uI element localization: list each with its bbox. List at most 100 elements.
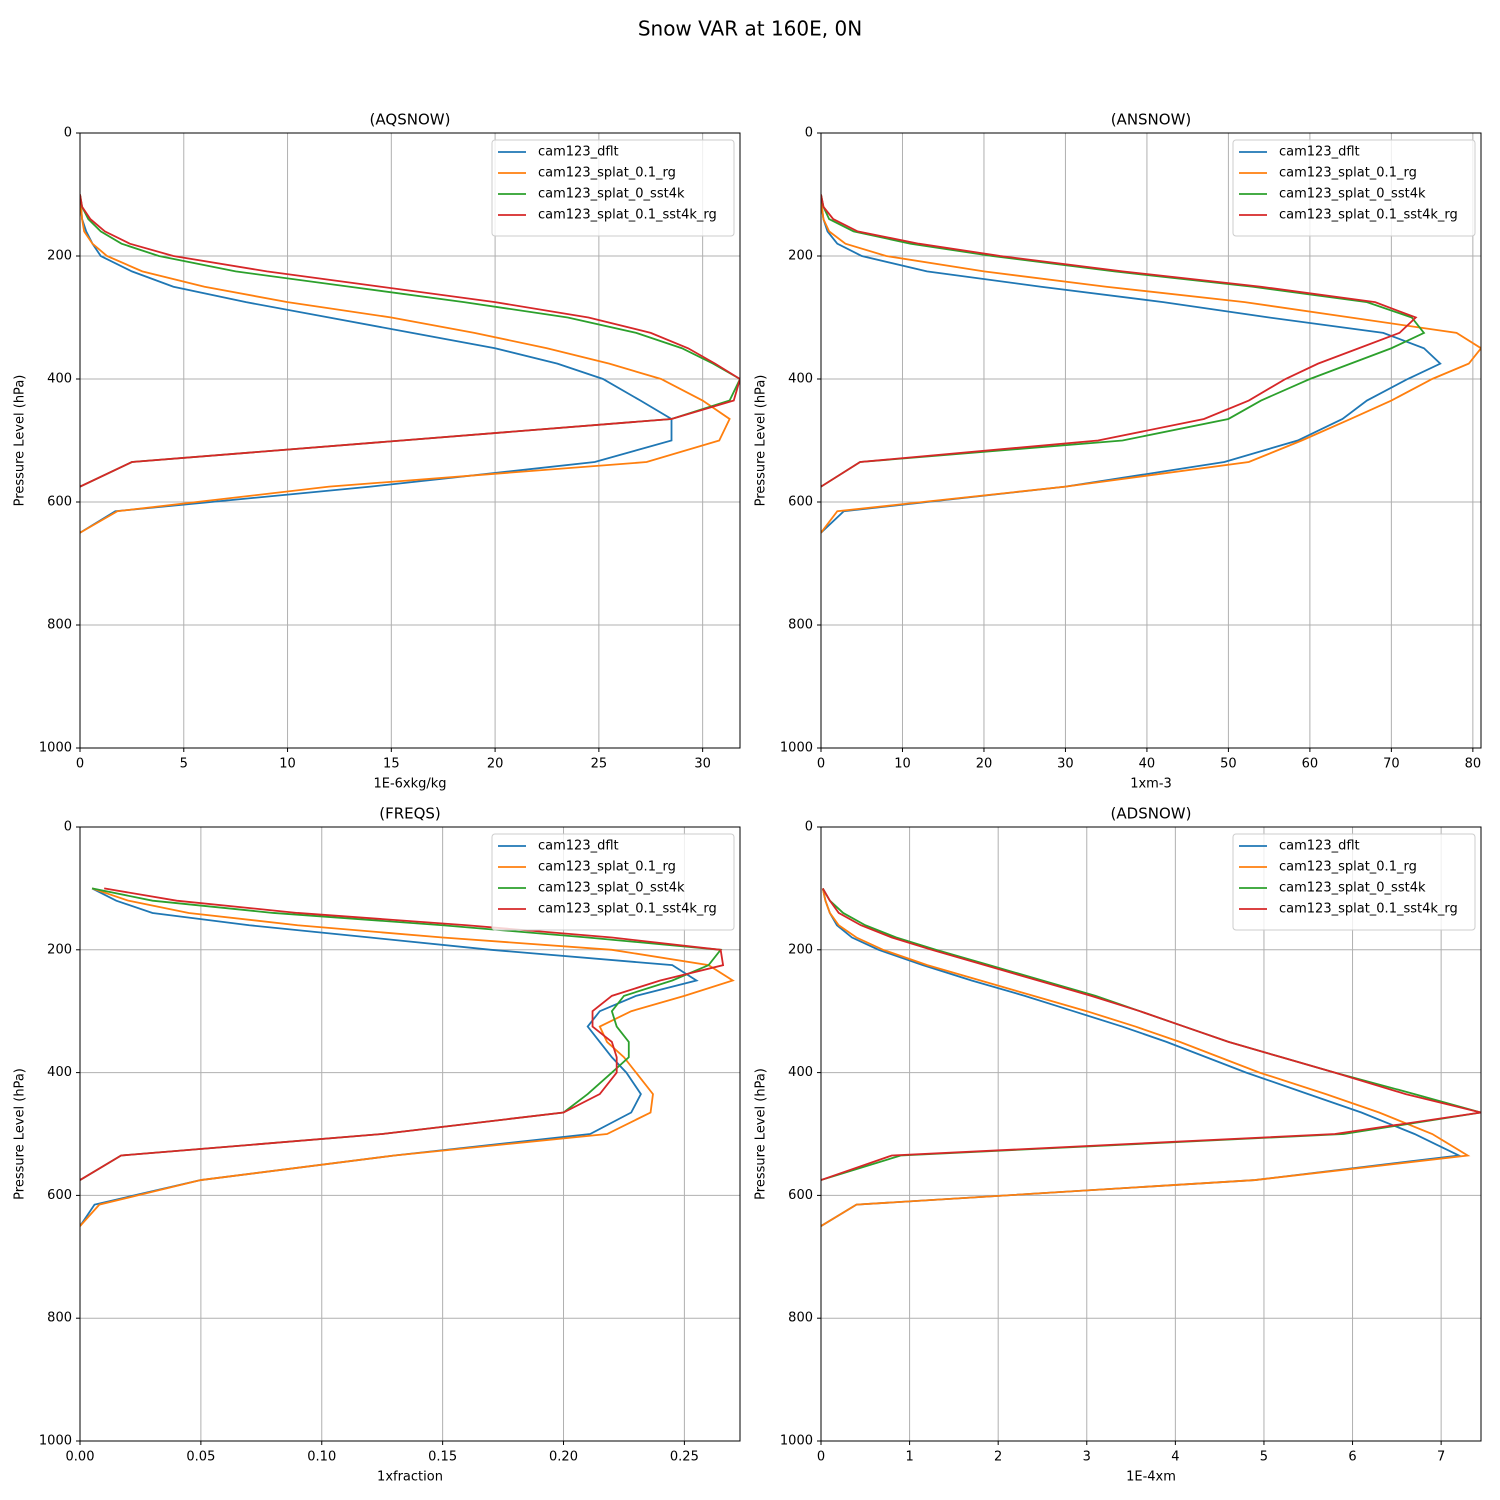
x-tick-label: 80 (1465, 757, 1482, 772)
x-tick-label: 0.25 (670, 1450, 699, 1465)
y-tick-label: 400 (47, 372, 72, 387)
x-tick-label: 50 (1220, 757, 1237, 772)
y-axis-label: Pressure Level (hPa) (754, 1068, 769, 1200)
y-tick-label: 400 (788, 1065, 813, 1080)
legend-label: cam123_splat_0_sst4k (1279, 881, 1426, 896)
series-line (821, 888, 1471, 1227)
y-tick-label: 0 (64, 126, 72, 141)
x-tick-label: 0.15 (428, 1450, 457, 1465)
legend-label: cam123_splat_0.1_rg (1279, 166, 1417, 181)
plot-area (80, 194, 740, 534)
x-tick-label: 0.10 (307, 1450, 336, 1465)
axes-frame (79, 826, 741, 1442)
x-tick-label: 3 (1083, 1450, 1091, 1465)
figure-title: Snow VAR at 160E, 0N (638, 17, 862, 41)
x-tick-label: 20 (976, 757, 993, 772)
x-tick-label: 0 (817, 757, 825, 772)
x-tick-label: 6 (1348, 1450, 1356, 1465)
legend-label: cam123_splat_0_sst4k (1279, 187, 1426, 202)
axes-frame (820, 826, 1482, 1442)
series-line (821, 887, 1481, 1181)
legend-label: cam123_dflt (1279, 145, 1360, 160)
x-tick-label: 10 (894, 757, 911, 772)
series-line (80, 887, 735, 1227)
subplot-title: (ANSNOW) (1111, 111, 1192, 129)
legend: cam123_dflt cam123_splat_0.1_rg cam123_spl… (491, 833, 735, 931)
legend-box (1232, 139, 1476, 237)
x-axis-label: 1xm-3 (1130, 777, 1172, 792)
x-tick-label: 0.05 (186, 1450, 215, 1465)
y-tick-label: 200 (47, 942, 72, 957)
y-tick-label: 600 (788, 495, 813, 510)
x-tick-label: 4 (1171, 1450, 1179, 1465)
y-tick-label: 800 (47, 1311, 72, 1326)
y-tick-label: 200 (788, 249, 813, 264)
subplot-title: (FREQS) (379, 805, 441, 823)
legend-box (491, 833, 735, 931)
y-axis-label: Pressure Level (hPa) (13, 375, 28, 507)
x-tick-label: 2 (994, 1450, 1002, 1465)
x-tick-label: 5 (1260, 1450, 1268, 1465)
y-tick-label: 600 (47, 495, 72, 510)
legend-label: cam123_splat_0_sst4k (538, 881, 685, 896)
x-tick-label: 15 (383, 757, 400, 772)
legend-label: cam123_dflt (538, 839, 619, 854)
series-line (80, 887, 725, 1181)
series-line (821, 194, 1426, 488)
subplot-title: (ADSNOW) (1111, 805, 1192, 823)
y-tick-label: 1000 (780, 1434, 813, 1449)
x-tick-label: 5 (180, 757, 188, 772)
x-tick-label: 0.00 (66, 1450, 95, 1465)
x-tick-label: 30 (1057, 757, 1074, 772)
x-tick-label: 1 (905, 1450, 913, 1465)
y-tick-label: 200 (788, 942, 813, 957)
series-line (80, 194, 740, 488)
subplot: 0.00 0.05 0.10 0.15 0.20 0.25 0 200 400 600 800 100… (13, 805, 741, 1485)
x-tick-label: 10 (279, 757, 296, 772)
subplot-title: (AQSNOW) (370, 111, 451, 129)
x-axis-label: 1E-6xkg/kg (373, 777, 446, 792)
y-tick-label: 400 (47, 1065, 72, 1080)
legend-label: cam123_splat_0.1_rg (538, 166, 676, 181)
axes-frame (820, 132, 1482, 749)
series-line (821, 194, 1481, 534)
y-tick-label: 0 (64, 820, 72, 835)
y-tick-label: 200 (47, 249, 72, 264)
legend-label: cam123_splat_0.1_rg (1279, 860, 1417, 875)
y-tick-label: 0 (805, 820, 813, 835)
legend-box (491, 139, 735, 237)
x-axis-label: 1E-4xm (1126, 1470, 1176, 1485)
x-tick-label: 0 (76, 757, 84, 772)
legend: cam123_dflt cam123_splat_0.1_rg cam123_spl… (491, 139, 735, 237)
x-tick-label: 0 (817, 1450, 825, 1465)
x-tick-label: 60 (1302, 757, 1319, 772)
series-line (821, 194, 1418, 488)
plot-area (821, 887, 1481, 1227)
series-line (80, 194, 731, 534)
legend-label: cam123_splat_0_sst4k (538, 187, 685, 202)
series-line (80, 194, 740, 488)
subplot: 0 10 20 30 40 50 60 70 8002004006008001000(ANSNO… (754, 111, 1482, 792)
y-tick-label: 600 (47, 1188, 72, 1203)
y-tick-label: 1000 (780, 741, 813, 756)
x-tick-label: 40 (1139, 757, 1156, 772)
axes-frame (79, 132, 741, 749)
y-tick-label: 1000 (39, 1434, 72, 1449)
legend-box (1232, 833, 1476, 931)
legend-label: cam123_splat_0.1_sst4k_rg (1279, 208, 1458, 223)
y-tick-label: 400 (788, 372, 813, 387)
y-tick-label: 800 (788, 618, 813, 633)
series-line (821, 888, 1462, 1227)
x-tick-label: 20 (487, 757, 504, 772)
legend: cam123_dflt cam123_splat_0.1_rg cam123_spl… (1232, 833, 1476, 931)
plot-area (821, 194, 1481, 534)
y-tick-label: 800 (47, 618, 72, 633)
y-axis-label: Pressure Level (hPa) (754, 375, 769, 507)
legend-label: cam123_dflt (538, 145, 619, 160)
series-line (80, 194, 673, 534)
x-tick-label: 7 (1437, 1450, 1445, 1465)
legend-label: cam123_splat_0.1_rg (538, 860, 676, 875)
legend-label: cam123_splat_0.1_sst4k_rg (538, 902, 717, 917)
x-tick-label: 30 (694, 757, 711, 772)
x-tick-label: 0.20 (549, 1450, 578, 1465)
